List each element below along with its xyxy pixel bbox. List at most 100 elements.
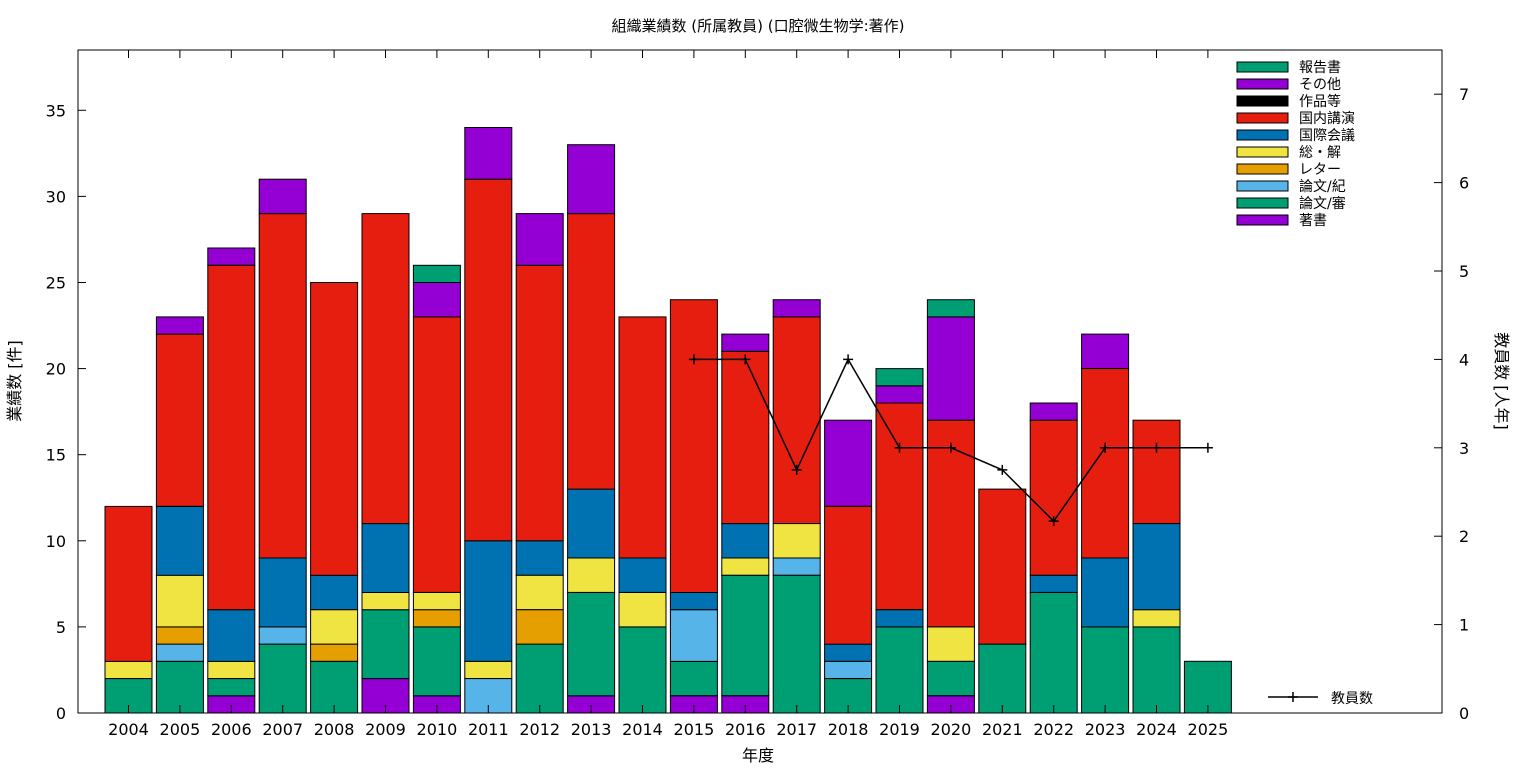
x-tick-label-2012: 2012 (519, 720, 560, 739)
legend-swatch-9 (1236, 214, 1289, 226)
x-tick-label-2020: 2020 (931, 720, 972, 739)
legend-label-9: 著書 (1299, 213, 1327, 229)
bar-2007-s6 (258, 213, 307, 559)
y-tick-label-20: 20 (46, 360, 66, 379)
x-tick-label-2007: 2007 (262, 720, 303, 739)
bar-2023-s1 (1081, 626, 1130, 714)
bar-2012-s6 (515, 264, 564, 542)
y2-tick-label-3: 3 (1459, 439, 1469, 458)
bar-2024-s6 (1132, 419, 1181, 525)
bar-2005-s5 (155, 505, 204, 576)
bar-2012-s1 (515, 643, 564, 714)
x-tick-label-2023: 2023 (1085, 720, 1126, 739)
bar-2008-s3 (310, 643, 359, 662)
legend-label-5: 総・解 (1299, 145, 1341, 161)
x-tick-label-2019: 2019 (879, 720, 920, 739)
bar-2017-s1 (772, 574, 821, 714)
bar-2011-s6 (464, 178, 513, 542)
bar-2016-s6 (721, 350, 770, 525)
bar-2006-s8 (207, 247, 256, 266)
bar-2012-s5 (515, 540, 564, 576)
bar-2005-s8 (155, 316, 204, 335)
bar-2013-s5 (567, 488, 616, 559)
y-tick-label-10: 10 (46, 532, 66, 551)
chart-title: 組織業績数 (所属教員) (口腔微生物学:著作) (612, 17, 905, 35)
bar-2008-s4 (310, 609, 359, 645)
y2-tick-label-1: 1 (1459, 616, 1469, 635)
bar-2022-s1 (1029, 592, 1078, 714)
y-tick-label-30: 30 (46, 187, 66, 206)
x-axis-label: 年度 (742, 746, 774, 765)
y2-tick-label-2: 2 (1459, 527, 1469, 546)
legend-label-1: その他 (1299, 77, 1341, 93)
legend-swatch-8 (1236, 197, 1289, 209)
line-point-2018 (843, 354, 854, 365)
bar-2021-s6 (978, 488, 1027, 645)
bar-2022-s8 (1029, 402, 1078, 421)
bar-2010-s4 (412, 592, 461, 611)
x-tick-label-2010: 2010 (417, 720, 458, 739)
bar-2014-s5 (618, 557, 667, 593)
x-tick-label-2014: 2014 (622, 720, 663, 739)
bar-2017-s4 (772, 523, 821, 559)
line-point-2023 (1100, 442, 1111, 453)
y2-tick-label-0: 0 (1459, 704, 1469, 723)
bar-2020-s4 (926, 626, 975, 662)
bar-2009-s5 (361, 523, 410, 593)
x-tick-label-2016: 2016 (725, 720, 766, 739)
bar-2009-s4 (361, 592, 410, 611)
bar-2015-s5 (669, 592, 718, 611)
bar-2015-s2 (669, 609, 718, 662)
bar-2016-s8 (721, 333, 770, 352)
bar-2021-s1 (978, 643, 1027, 714)
legend-swatch-5 (1236, 146, 1289, 158)
legend-swatch-6 (1236, 163, 1289, 175)
bar-2011-s4 (464, 660, 513, 679)
bar-2013-s6 (567, 213, 616, 490)
legend-swatch-0 (1236, 61, 1289, 73)
bar-2019-s6 (875, 402, 924, 611)
y2-tick-label-6: 6 (1459, 174, 1469, 193)
bar-2018-s6 (824, 505, 873, 645)
bar-2025-s1 (1183, 660, 1232, 714)
bar-2008-s1 (310, 660, 359, 714)
x-tick-label-2024: 2024 (1136, 720, 1177, 739)
line-point-2022 (1048, 516, 1059, 527)
bar-2017-s8 (772, 299, 821, 318)
x-tick-label-2008: 2008 (314, 720, 355, 739)
bar-2009-s1 (361, 609, 410, 680)
bar-2018-s8 (824, 419, 873, 507)
bar-2024-s4 (1132, 609, 1181, 628)
bar-2019-s8 (875, 385, 924, 404)
line-point-2016 (740, 354, 751, 365)
bar-2020-s8 (926, 316, 975, 421)
bar-2006-s6 (207, 264, 256, 611)
line-point-2015 (688, 354, 699, 365)
bar-2015-s6 (669, 299, 718, 593)
bar-2004-s4 (104, 660, 153, 679)
bar-2007-s2 (258, 626, 307, 645)
bar-2004-s6 (104, 505, 153, 662)
bar-2024-s1 (1132, 626, 1181, 714)
line-layer (688, 354, 1213, 527)
legend-label-7: 論文/紀 (1299, 179, 1346, 195)
bar-2020-s9 (926, 299, 975, 318)
bar-2010-s1 (412, 626, 461, 697)
legend-label-line: 教員数 (1331, 691, 1373, 707)
bar-2010-s3 (412, 609, 461, 628)
bar-2005-s2 (155, 643, 204, 662)
bar-2018-s2 (824, 660, 873, 679)
bar-2018-s5 (824, 643, 873, 662)
legend-swatch-7 (1236, 180, 1289, 192)
line-point-2017 (791, 464, 802, 475)
legend-swatch-4 (1236, 129, 1289, 141)
x-tick-label-2021: 2021 (982, 720, 1023, 739)
bar-2016-s1 (721, 574, 770, 697)
y-axis-label: 業績数 [件] (5, 340, 24, 422)
bar-2007-s1 (258, 643, 307, 714)
legend-label-8: 論文/審 (1299, 196, 1346, 212)
line-point-2024 (1151, 442, 1162, 453)
bar-2010-s9 (412, 264, 461, 283)
y2-tick-label-4: 4 (1459, 350, 1469, 369)
